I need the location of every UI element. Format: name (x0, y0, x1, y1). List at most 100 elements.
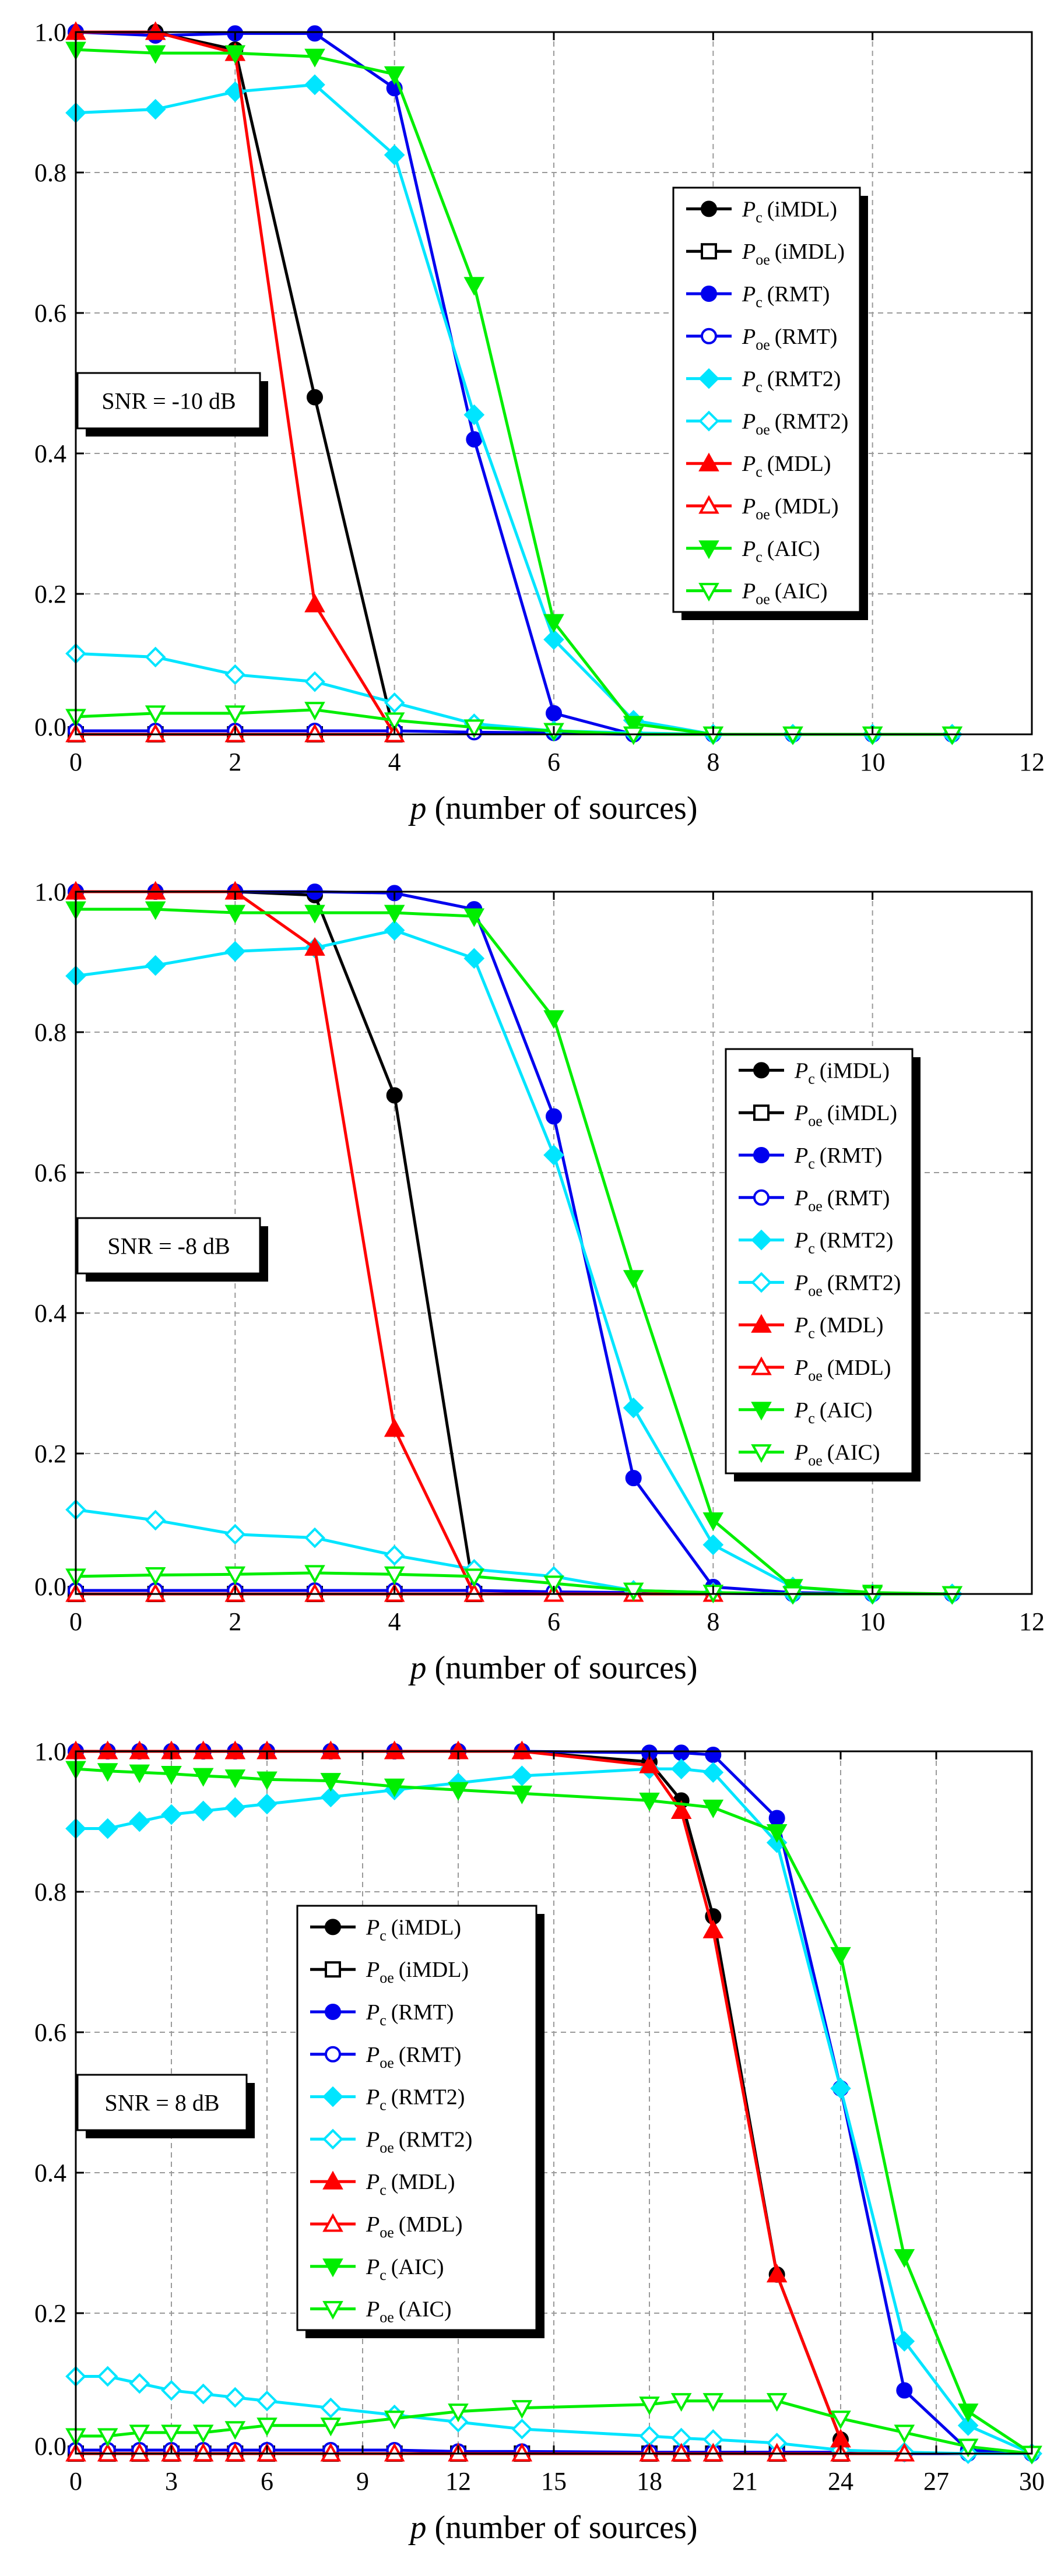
legend-tag: (RMT) (827, 1186, 890, 1210)
data-point (639, 2396, 660, 2416)
legend-marker (325, 2004, 341, 2020)
legend-symbol: P (742, 367, 756, 392)
legend-entry: Poe (iMDL) (310, 1958, 469, 1986)
x-axis-label: p (number of sources) (408, 790, 698, 826)
data-point (192, 1800, 214, 1822)
data-point (129, 1764, 150, 1783)
legend-marker (701, 286, 717, 302)
legend-label: Poe (RMT2) (366, 2127, 472, 2156)
data-point (463, 719, 485, 738)
data-point (304, 1527, 325, 1549)
data-point (304, 671, 325, 692)
legend-entry: Poe (MDL) (739, 1356, 891, 1384)
legend-subscript: oe (756, 251, 770, 268)
legend-entry: Pc (AIC) (686, 537, 820, 565)
y-tick-label: 0.2 (34, 580, 66, 608)
legend-subscript: oe (808, 1282, 823, 1299)
legend-symbol: P (366, 1915, 380, 1940)
x-axis-variable: p (408, 790, 427, 826)
legend-label: Pc (MDL) (794, 1313, 884, 1342)
data-point (543, 614, 564, 633)
legend-tag: (iMDL) (767, 197, 837, 221)
legend-marker (698, 540, 719, 559)
legend-symbol: P (742, 240, 756, 264)
data-point (894, 2331, 915, 2352)
x-tick-label: 0 (69, 1607, 82, 1636)
legend-entry: Pc (RMT) (739, 1143, 882, 1172)
x-tick-label: 8 (707, 1607, 719, 1636)
data-point (320, 1773, 342, 1792)
legend-entry: Pc (MDL) (739, 1313, 884, 1342)
legend-marker (753, 1062, 770, 1079)
legend-tag: (iMDL) (391, 1915, 461, 1940)
legend-symbol: P (366, 2085, 380, 2110)
data-point (145, 45, 166, 64)
x-tick-label: 6 (547, 748, 560, 776)
legend-subscript: oe (808, 1198, 823, 1215)
legend-label: Poe (iMDL) (794, 1101, 897, 1129)
legend-subscript: c (380, 2097, 387, 2114)
legend-marker (698, 368, 719, 389)
legend-label: Pc (AIC) (742, 537, 820, 565)
data-point (894, 2249, 915, 2268)
legend-label: Poe (RMT2) (742, 409, 848, 438)
x-tick-label: 4 (388, 748, 401, 776)
legend-marker (322, 2301, 343, 2320)
y-tick-label: 0.2 (34, 1440, 66, 1468)
data-point (463, 908, 485, 927)
legend-tag: (RMT) (767, 282, 830, 307)
data-point (257, 1771, 277, 1790)
x-tick-label: 9 (356, 2467, 369, 2496)
y-tick-label: 1.0 (34, 1737, 66, 1766)
data-point (129, 1811, 150, 1832)
legend-tag: (RMT2) (775, 409, 849, 434)
legend-subscript: c (756, 294, 763, 311)
legend-subscript: oe (380, 2224, 394, 2241)
legend-subscript: oe (380, 2139, 394, 2156)
x-axis-text: (number of sources) (427, 790, 698, 826)
snr-label: SNR = -10 dB (101, 388, 236, 414)
legend-symbol: P (794, 1313, 808, 1338)
legend-tag: (AIC) (775, 579, 828, 604)
legend-tag: (MDL) (399, 2212, 463, 2237)
data-point (702, 1762, 724, 1783)
y-tick-label: 0.2 (34, 2299, 66, 2328)
data-point (463, 404, 485, 425)
data-point (145, 705, 166, 724)
data-point (304, 905, 325, 924)
data-point (320, 1786, 342, 1808)
legend-entry: Pc (iMDL) (310, 1915, 461, 1944)
x-tick-label: 21 (732, 2467, 758, 2496)
data-point (448, 1782, 469, 1801)
legend-label: Pc (MDL) (742, 452, 831, 480)
y-tick-label: 0.6 (34, 1159, 66, 1187)
data-point (384, 712, 405, 731)
data-point (384, 905, 405, 924)
legend-marker (701, 200, 717, 217)
data-point (957, 2415, 979, 2436)
x-axis-variable: p (408, 2510, 427, 2546)
legend-subscript: c (808, 1325, 815, 1342)
data-point (224, 1566, 246, 1585)
data-point (97, 1763, 118, 1782)
legend-label: Poe (AIC) (794, 1441, 880, 1469)
legend-label: Pc (AIC) (366, 2255, 444, 2283)
legend-symbol: P (742, 579, 756, 604)
legend-label: Pc (RMT) (366, 2000, 454, 2029)
x-tick-label: 4 (388, 1607, 401, 1636)
legend-label: Poe (AIC) (366, 2297, 452, 2326)
data-point (670, 2393, 692, 2412)
legend-symbol: P (366, 2212, 380, 2237)
legend-tag: (iMDL) (827, 1101, 897, 1125)
data-point (161, 1804, 182, 1825)
chart-panel-3: 0 3 6 9 12 15 18 21 24 27 30 0.0 0.2 0.4 0.6 0.8 1.0 p (n… (34, 1737, 1045, 2546)
legend-symbol: P (794, 1058, 808, 1083)
data-point (257, 2390, 277, 2412)
legend-symbol: P (366, 2255, 380, 2279)
data-point (543, 1575, 564, 1595)
legend-tag: (MDL) (775, 494, 839, 519)
data-point (543, 629, 564, 650)
data-point (543, 1145, 564, 1166)
data-point (511, 1785, 533, 1804)
snr-box (76, 2074, 248, 2131)
